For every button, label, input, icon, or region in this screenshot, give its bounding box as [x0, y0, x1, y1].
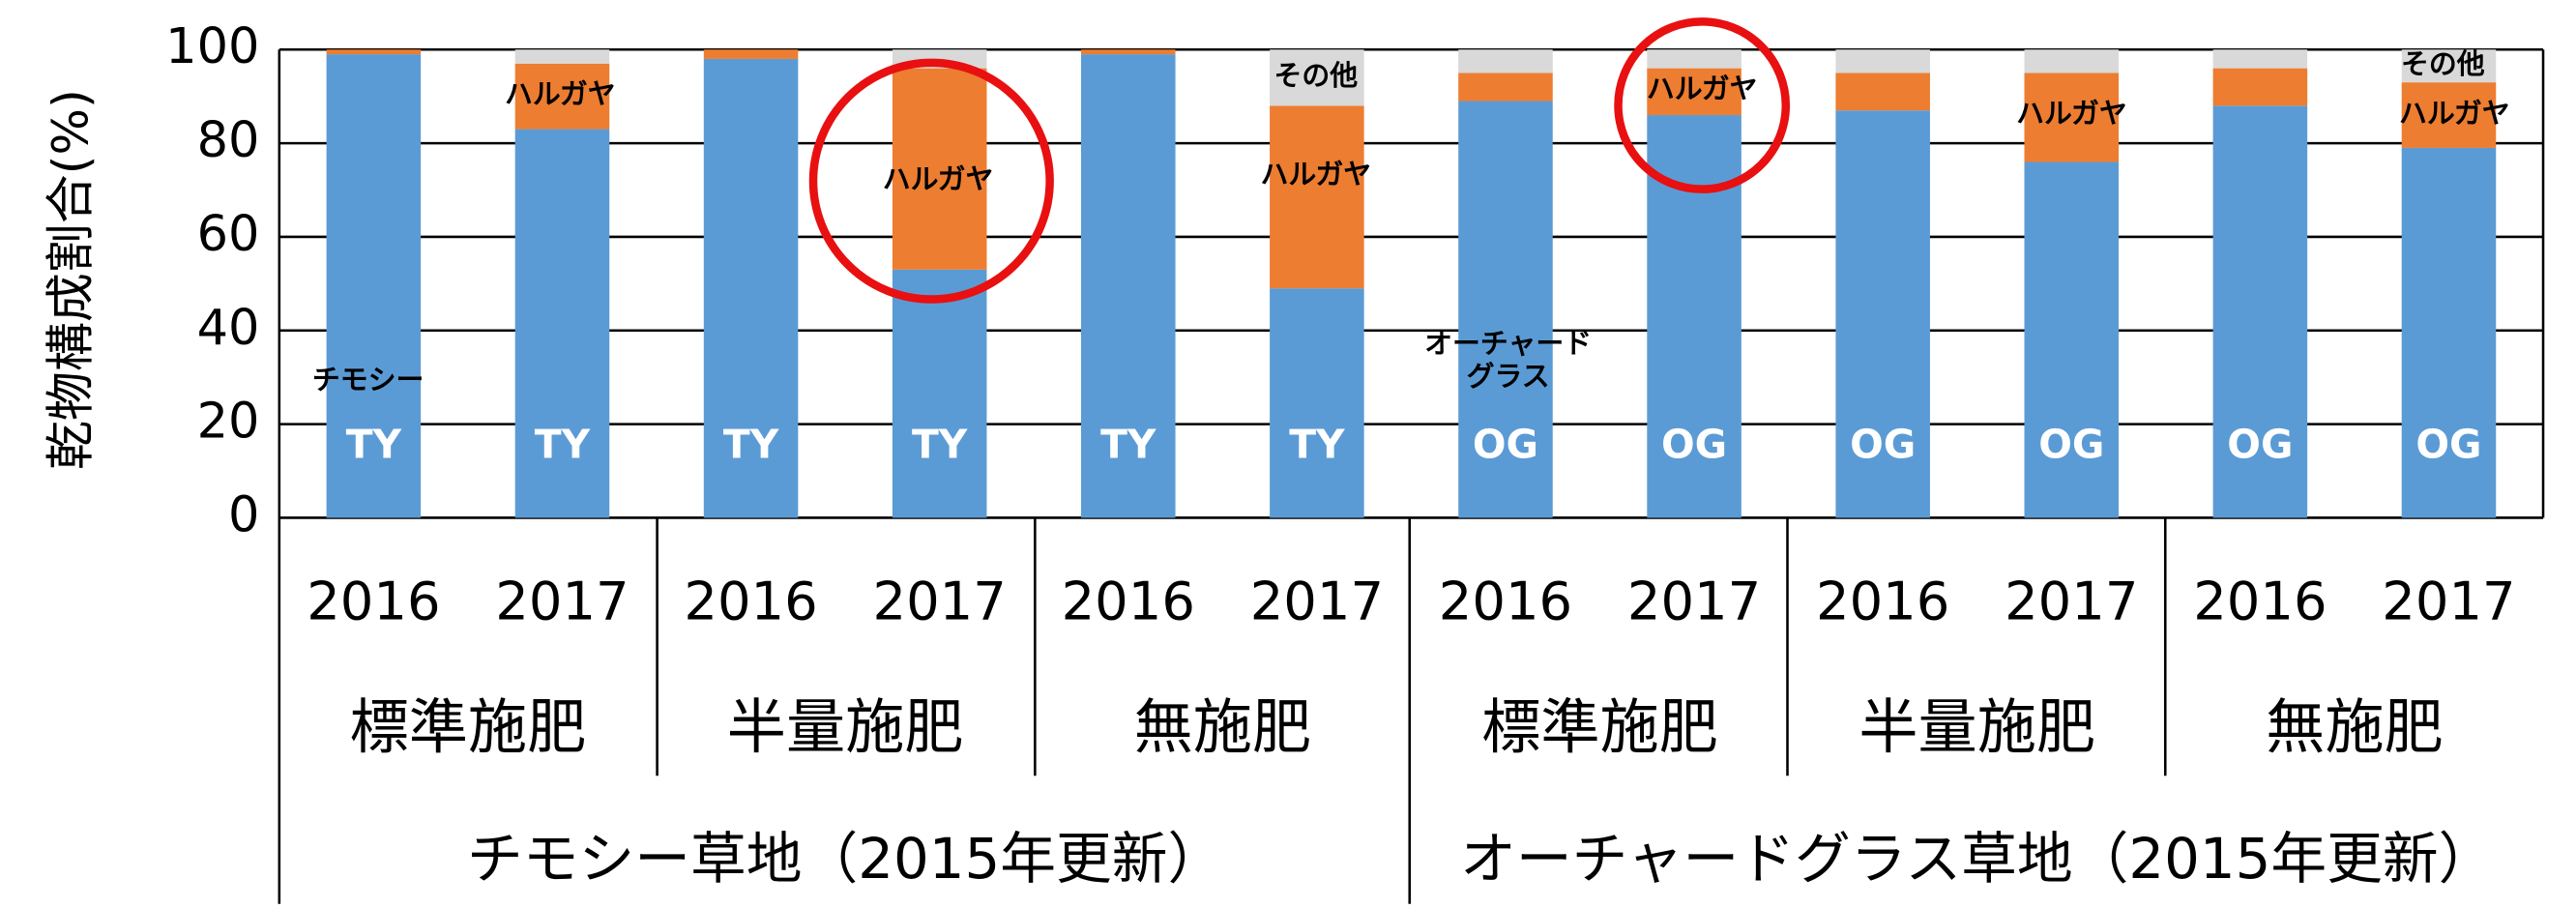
bar-segment — [892, 68, 987, 270]
group-label: 標準施肥 — [1481, 693, 1718, 762]
supergroup-label: チモシー草地（2015年更新） — [467, 826, 1223, 892]
bar-label: OG — [1850, 421, 1916, 467]
bar-label: OG — [2038, 421, 2104, 467]
bar-segment — [1835, 73, 1930, 111]
bar-segment — [2212, 49, 2308, 69]
bar-segment — [326, 49, 422, 55]
group-label: 半量施肥 — [727, 693, 964, 762]
annotation: チモシー — [312, 363, 424, 395]
group-label: 無施肥 — [1134, 693, 1311, 762]
y-tick-label: 40 — [197, 300, 260, 357]
bar-label: TY — [1289, 421, 1345, 467]
bar-label: TY — [723, 421, 779, 467]
annotation: グラス — [1467, 360, 1550, 393]
bar-label: TY — [535, 421, 591, 467]
y-tick-label: 60 — [197, 206, 260, 263]
annotation: ハルガヤ — [883, 162, 994, 195]
x-tick-label: 2017 — [2382, 571, 2515, 632]
annotation: ハルガヤ — [1261, 158, 1372, 190]
x-tick-label: 2016 — [1439, 571, 1572, 632]
annotation: オーチャード — [1424, 327, 1592, 360]
bar-segment — [1080, 49, 1176, 55]
group-label: 無施肥 — [2266, 693, 2443, 762]
x-tick-label: 2017 — [1250, 571, 1384, 632]
annotation: その他 — [1274, 59, 1359, 92]
y-axis-label: 乾物構成割合(%) — [43, 89, 100, 470]
bar-segment — [514, 63, 610, 130]
x-tick-label: 2017 — [495, 571, 629, 632]
group-label: 半量施肥 — [1859, 693, 2095, 762]
bar-segment — [703, 58, 799, 518]
bar-segment — [1080, 54, 1176, 518]
bar-label: OG — [2415, 421, 2481, 467]
bar-segment — [1270, 105, 1364, 289]
bar-label: OG — [1473, 421, 1538, 467]
bar-label: TY — [346, 421, 402, 467]
bar-segment — [2024, 73, 2120, 162]
y-tick-label: 20 — [197, 394, 260, 451]
y-tick-label: 100 — [165, 18, 259, 75]
y-tick-label: 80 — [197, 112, 260, 169]
annotation: ハルガヤ — [1647, 73, 1758, 105]
annotation: ハルガヤ — [505, 77, 616, 110]
x-tick-label: 2016 — [2193, 571, 2327, 632]
supergroup-label: オーチャードグラス草地（2015年更新） — [1460, 826, 2494, 892]
bar-segment — [892, 269, 987, 518]
bar-label: TY — [912, 421, 968, 467]
bar-segment — [1458, 73, 1553, 102]
x-tick-label: 2016 — [307, 571, 440, 632]
group-label: 標準施肥 — [350, 693, 587, 762]
x-tick-label: 2017 — [1627, 571, 1761, 632]
bar-segment — [1647, 68, 1742, 116]
bar-segment — [326, 54, 422, 518]
y-tick-label: 0 — [228, 486, 259, 543]
bar-segment — [1458, 49, 1553, 73]
x-tick-label: 2016 — [1062, 571, 1195, 632]
bar-label: OG — [2227, 421, 2293, 467]
bar-segment — [703, 49, 799, 59]
bar-segment — [2024, 49, 2120, 73]
bar-segment — [2401, 49, 2497, 83]
bar-segment — [1270, 49, 1364, 106]
highlight-circle — [1614, 17, 1791, 193]
bar-segment — [2401, 147, 2497, 518]
bar-segment — [514, 129, 610, 518]
bar-segment — [1835, 49, 1930, 73]
bar-segment — [2212, 68, 2308, 106]
annotation: ハルガヤ — [2016, 97, 2127, 130]
bar-segment — [1835, 110, 1930, 518]
x-tick-label: 2017 — [873, 571, 1007, 632]
bar-label: TY — [1100, 421, 1156, 467]
bar-label: OG — [1661, 421, 1727, 467]
x-tick-label: 2016 — [1816, 571, 1949, 632]
highlight-circle — [808, 58, 1054, 304]
bar-segment — [1458, 101, 1553, 518]
bar-segment — [1270, 288, 1364, 518]
annotation: その他 — [2401, 47, 2485, 80]
x-tick-label: 2016 — [684, 571, 817, 632]
x-tick-label: 2017 — [2005, 571, 2138, 632]
bar-segment — [2401, 82, 2497, 148]
bar-segment — [2212, 105, 2308, 518]
bar-segment — [514, 49, 610, 64]
annotation: ハルガヤ — [2399, 97, 2510, 130]
bar-segment — [2024, 161, 2120, 518]
bar-segment — [1647, 49, 1742, 69]
